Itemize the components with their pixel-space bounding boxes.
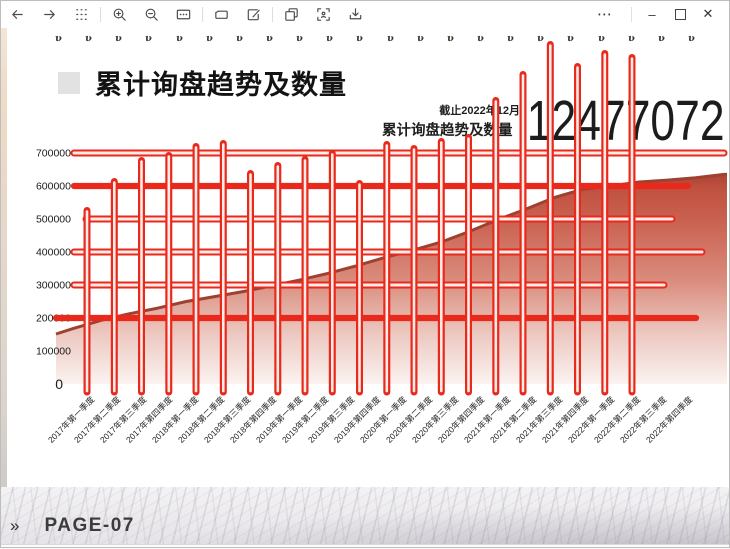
decor-glyph: ʋ: [446, 32, 455, 45]
svg-text:2022年第一季度: 2022年第一季度: [566, 394, 617, 445]
toolbar-divider: [272, 6, 273, 22]
decor-glyph: ʋ: [175, 32, 184, 45]
svg-text:2020年第二季度: 2020年第二季度: [384, 394, 435, 445]
svg-text:0: 0: [55, 376, 63, 392]
more-options-icon[interactable]: ⋯: [597, 6, 613, 23]
decor-glyph: ʋ: [416, 32, 425, 45]
as-of-date-label: 截止2022年12月: [439, 105, 520, 117]
svg-text:2018年第四季度: 2018年第四季度: [228, 394, 279, 445]
svg-text:2021年第四季度: 2021年第四季度: [540, 394, 591, 445]
download-icon[interactable]: [346, 5, 365, 24]
decor-glyph: ʋ: [596, 32, 606, 45]
decor-glyph: ʋ: [235, 32, 244, 45]
decor-glyph: ʋ: [687, 32, 696, 45]
svg-text:2019年第四季度: 2019年第四季度: [332, 394, 383, 445]
svg-text:2021年第三季度: 2021年第三季度: [514, 394, 565, 445]
svg-text:2020年第一季度: 2020年第一季度: [358, 394, 409, 445]
svg-text:600000: 600000: [36, 181, 71, 193]
toolbar-divider: [202, 6, 203, 22]
decor-glyph: ʋ: [355, 32, 364, 45]
decor-glyph: ʋ: [566, 32, 575, 45]
page-number-label: PAGE-07: [44, 515, 135, 536]
svg-text:2017年第二季度: 2017年第二季度: [72, 394, 123, 445]
chart-area: [55, 172, 727, 384]
minimize-icon[interactable]: –: [648, 6, 656, 22]
page-title: 累计询盘趋势及数量: [95, 70, 347, 100]
svg-text:2022年第三季度: 2022年第三季度: [618, 394, 669, 445]
copy-slide-icon[interactable]: [282, 5, 301, 24]
svg-text:2017年第四季度: 2017年第四季度: [124, 394, 175, 445]
controls-divider: [631, 6, 632, 22]
svg-text:2021年第一季度: 2021年第一季度: [462, 394, 513, 445]
slideshow-icon[interactable]: [212, 5, 231, 24]
svg-text:2019年第一季度: 2019年第一季度: [254, 394, 305, 445]
svg-text:2019年第二季度: 2019年第二季度: [280, 394, 331, 445]
svg-text:2017年第一季度: 2017年第一季度: [46, 394, 97, 445]
decor-glyph: ʋ: [114, 32, 123, 45]
slide-edge-strip: [0, 28, 7, 548]
slide-title-block: 累计询盘趋势及数量: [58, 63, 347, 102]
decor-glyph: ʋ: [144, 32, 153, 45]
svg-text:2017年第三季度: 2017年第三季度: [98, 394, 149, 445]
svg-text:2019年第三季度: 2019年第三季度: [306, 394, 357, 445]
x-axis-labels: 2017年第一季度2017年第二季度2017年第三季度2017年第四季度2018…: [46, 394, 695, 445]
decor-glyph: ʋ: [385, 32, 395, 45]
svg-text:2018年第二季度: 2018年第二季度: [176, 394, 227, 445]
footer-background-image: [0, 487, 730, 545]
zoom-out-icon[interactable]: [142, 5, 161, 24]
viewer-toolbar: ⋯ – ✕: [0, 0, 730, 28]
decor-glyph: ʋ: [325, 32, 334, 45]
decor-glyph: ʋ: [84, 32, 93, 45]
decor-glyph: ʋ: [536, 32, 545, 45]
svg-text:2018年第一季度: 2018年第一季度: [150, 394, 201, 445]
slide-bottom-edge: [0, 544, 730, 549]
decor-glyph: ʋ: [205, 32, 214, 45]
svg-text:300000: 300000: [36, 280, 71, 292]
svg-text:400000: 400000: [36, 247, 71, 259]
fullscreen-icon[interactable]: [314, 5, 333, 24]
footer-chevron: »: [10, 516, 20, 535]
cumulative-inquiries-count: 12477072: [527, 89, 725, 153]
svg-text:2022年第二季度: 2022年第二季度: [592, 394, 643, 445]
svg-text:2020年第三季度: 2020年第三季度: [410, 394, 461, 445]
annotate-icon[interactable]: [244, 5, 263, 24]
toolbar-divider: [100, 6, 101, 22]
stats-caption: 累计询盘趋势及数量: [382, 123, 513, 139]
svg-text:2022年第四季度: 2022年第四季度: [644, 394, 695, 445]
slide-sorter-icon[interactable]: [72, 5, 91, 24]
red-gridlines: [52, 149, 728, 322]
decor-glyph: ʋ: [506, 32, 515, 45]
svg-text:700000: 700000: [36, 148, 71, 160]
close-icon[interactable]: ✕: [702, 6, 714, 21]
back-icon[interactable]: [8, 5, 27, 24]
svg-text:200000: 200000: [36, 313, 71, 325]
decor-glyph: ʋ: [627, 32, 636, 45]
svg-text:2020年第四季度: 2020年第四季度: [436, 394, 487, 445]
svg-text:2021年第二季度: 2021年第二季度: [488, 394, 539, 445]
pointer-panel-icon[interactable]: [174, 5, 193, 24]
zoom-in-icon[interactable]: [110, 5, 129, 24]
svg-text:500000: 500000: [36, 214, 71, 226]
forward-icon[interactable]: [40, 5, 59, 24]
decor-glyph: ʋ: [295, 32, 304, 45]
svg-text:2018年第三季度: 2018年第三季度: [202, 394, 253, 445]
decor-glyph: ʋ: [54, 32, 63, 45]
decor-glyph: ʋ: [265, 32, 274, 45]
maximize-icon[interactable]: [666, 1, 694, 27]
svg-text:100000: 100000: [36, 346, 71, 358]
decor-glyph: ʋ: [657, 32, 666, 45]
footer: » PAGE-07: [10, 515, 135, 537]
decor-glyph: ʋ: [476, 32, 485, 45]
y-axis-labels: 0 100000 200000 300000 400000 500000 600000 700…: [36, 148, 71, 393]
title-bullet-square: [58, 71, 80, 94]
